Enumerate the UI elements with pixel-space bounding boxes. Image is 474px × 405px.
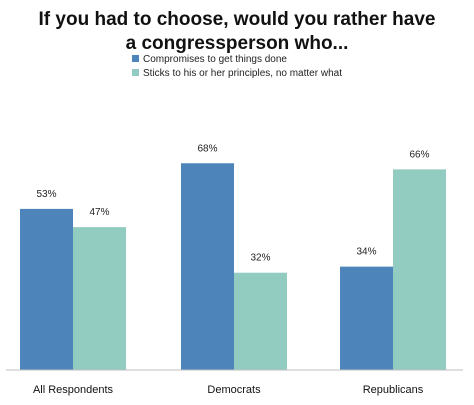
category-label-3: Republicans [363, 384, 424, 396]
legend-swatch-1 [132, 55, 139, 62]
legend: Compromises to get things done Sticks to … [132, 54, 342, 79]
value-label-2-series-2: 32% [250, 253, 270, 264]
bar-3-series-1 [340, 266, 393, 370]
bar-2-series-2 [234, 272, 287, 370]
category-labels: All Respondents Democrats Republicans [33, 384, 424, 396]
legend-label-1: Compromises to get things done [143, 54, 287, 65]
value-label-3-series-1: 34% [356, 247, 376, 258]
category-label-1: All Respondents [33, 384, 114, 396]
value-label-1-series-1: 53% [36, 189, 56, 200]
value-labels: 53% 47% 68% 32% 34% 66% [36, 143, 429, 263]
value-label-2-series-1: 68% [197, 143, 217, 154]
bar-1-series-2 [73, 227, 126, 370]
bar-1-series-1 [20, 208, 73, 370]
category-label-2: Democrats [207, 384, 261, 396]
bar-3-series-2 [393, 169, 446, 370]
bars [20, 163, 446, 370]
chart-title-line-2: a congressperson who... [125, 33, 349, 54]
value-label-3-series-2: 66% [409, 149, 429, 160]
value-label-1-series-2: 47% [89, 207, 109, 218]
legend-label-2: Sticks to his or her principles, no matt… [143, 68, 342, 79]
chart-title-line-1: If you had to choose, would you rather h… [38, 9, 436, 30]
chart-title: If you had to choose, would you rather h… [0, 8, 474, 56]
legend-swatch-2 [132, 69, 139, 76]
bar-2-series-1 [181, 163, 234, 370]
